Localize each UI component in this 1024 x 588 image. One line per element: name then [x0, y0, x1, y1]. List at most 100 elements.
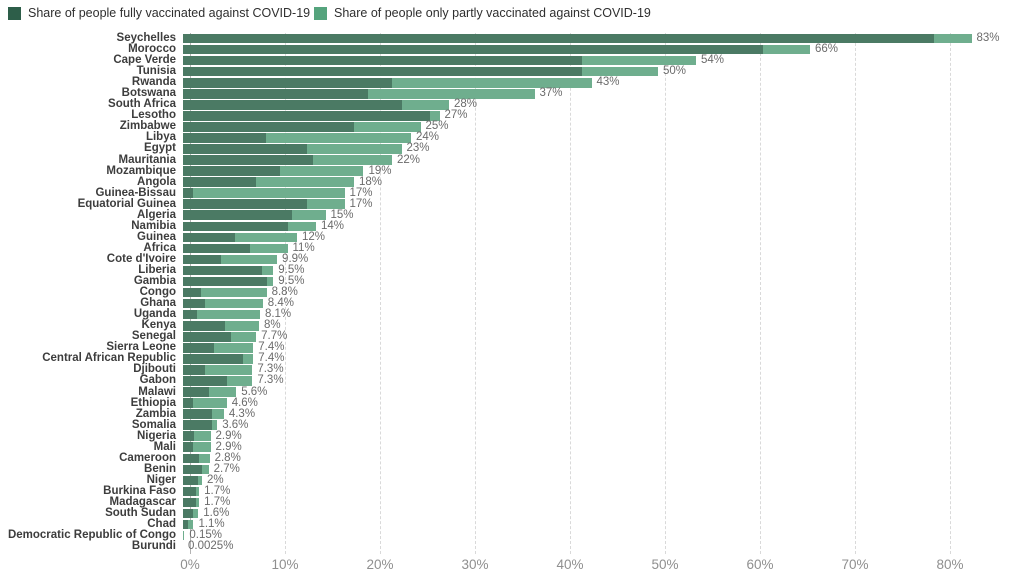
bar-segment-partly-vaccinated[interactable]: [187, 519, 194, 530]
bar-segment-partly-vaccinated[interactable]: [196, 486, 200, 497]
bar-segment-partly-vaccinated[interactable]: [208, 387, 237, 397]
bar-segment-fully-vaccinated[interactable]: [183, 111, 430, 121]
bar-segment-partly-vaccinated[interactable]: [198, 475, 202, 486]
bar-segment-fully-vaccinated[interactable]: [183, 66, 582, 77]
bar-segment-fully-vaccinated[interactable]: [183, 464, 202, 475]
bar-segment-partly-vaccinated[interactable]: [266, 276, 274, 287]
bar-segment-partly-vaccinated[interactable]: [582, 55, 696, 66]
legend-item-fully-vaccinated[interactable]: Share of people fully vaccinated against…: [8, 6, 310, 20]
bar-segment-fully-vaccinated[interactable]: [183, 442, 193, 453]
legend-item-partly-vaccinated[interactable]: Share of people only partly vaccinated a…: [314, 6, 651, 20]
bar-segment-fully-vaccinated[interactable]: [183, 210, 293, 221]
bar-segment-partly-vaccinated[interactable]: [192, 398, 227, 408]
bar-segment-fully-vaccinated[interactable]: [183, 243, 250, 254]
bar-segment-partly-vaccinated[interactable]: [202, 464, 209, 475]
bar-segment-partly-vaccinated[interactable]: [242, 354, 254, 364]
bar-segment-partly-vaccinated[interactable]: [279, 166, 364, 176]
bar-segment-partly-vaccinated[interactable]: [235, 232, 297, 243]
bar-segment-fully-vaccinated[interactable]: [183, 287, 202, 298]
bar-segment-fully-vaccinated[interactable]: [183, 265, 262, 276]
bar-segment-partly-vaccinated[interactable]: [183, 530, 185, 541]
bar-segment-partly-vaccinated[interactable]: [401, 100, 449, 110]
bar-segment-partly-vaccinated[interactable]: [287, 221, 316, 232]
total-value-label: 8.1%: [264, 308, 292, 321]
bar-segment-fully-vaccinated[interactable]: [183, 309, 198, 320]
bar-segment-fully-vaccinated[interactable]: [183, 44, 763, 55]
bar-segment-fully-vaccinated[interactable]: [183, 320, 225, 331]
bar-segment-partly-vaccinated[interactable]: [226, 376, 253, 386]
stacked-bar: 9.9%: [183, 253, 308, 265]
bar-segment-partly-vaccinated[interactable]: [313, 155, 392, 165]
bar-segment-partly-vaccinated[interactable]: [204, 298, 263, 309]
bar-segment-partly-vaccinated[interactable]: [197, 309, 260, 320]
bar-segment-fully-vaccinated[interactable]: [183, 486, 197, 497]
bar-segment-partly-vaccinated[interactable]: [354, 122, 421, 132]
bar-segment-fully-vaccinated[interactable]: [183, 276, 267, 287]
bar-segment-partly-vaccinated[interactable]: [199, 453, 210, 464]
bar-segment-partly-vaccinated[interactable]: [192, 442, 211, 453]
bar-segment-fully-vaccinated[interactable]: [183, 497, 197, 508]
bar-segment-partly-vaccinated[interactable]: [230, 331, 257, 342]
bar-segment-fully-vaccinated[interactable]: [183, 365, 205, 375]
bar-segment-partly-vaccinated[interactable]: [196, 497, 200, 508]
bar-segment-partly-vaccinated[interactable]: [306, 199, 345, 210]
bar-segment-partly-vaccinated[interactable]: [224, 320, 259, 331]
bar-segment-partly-vaccinated[interactable]: [582, 66, 658, 77]
bar-segment-fully-vaccinated[interactable]: [183, 475, 199, 486]
bar-segment-fully-vaccinated[interactable]: [183, 177, 257, 187]
bar-segment-fully-vaccinated[interactable]: [183, 387, 209, 397]
bar-segment-fully-vaccinated[interactable]: [183, 409, 212, 419]
bar-segment-fully-vaccinated[interactable]: [183, 431, 195, 441]
bar-segment-fully-vaccinated[interactable]: [183, 122, 354, 132]
bar-segment-partly-vaccinated[interactable]: [221, 254, 278, 265]
total-value-label: 37%: [539, 87, 563, 100]
bar-segment-fully-vaccinated[interactable]: [183, 199, 307, 210]
bar-segment-partly-vaccinated[interactable]: [193, 508, 199, 519]
bar-segment-fully-vaccinated[interactable]: [183, 88, 369, 99]
bar-segment-fully-vaccinated[interactable]: [183, 376, 227, 386]
bar-segment-partly-vaccinated[interactable]: [292, 210, 326, 221]
bar-segment-fully-vaccinated[interactable]: [183, 33, 934, 44]
bar-segment-fully-vaccinated[interactable]: [183, 519, 188, 530]
bar-segment-fully-vaccinated[interactable]: [183, 398, 193, 408]
bar-segment-partly-vaccinated[interactable]: [204, 365, 253, 375]
bar-segment-partly-vaccinated[interactable]: [933, 33, 972, 44]
bar-row: Gabon 7.3%: [0, 375, 1024, 387]
bar-segment-partly-vaccinated[interactable]: [192, 188, 345, 198]
total-value-label: 1.1%: [198, 518, 225, 531]
bar-segment-partly-vaccinated[interactable]: [392, 77, 592, 88]
bar-segment-fully-vaccinated[interactable]: [183, 453, 200, 464]
bar-segment-fully-vaccinated[interactable]: [183, 331, 231, 342]
bar-segment-fully-vaccinated[interactable]: [183, 188, 193, 198]
bar-segment-fully-vaccinated[interactable]: [183, 133, 266, 143]
bar-segment-fully-vaccinated[interactable]: [183, 254, 221, 265]
bar-segment-fully-vaccinated[interactable]: [183, 221, 288, 232]
bar-segment-fully-vaccinated[interactable]: [183, 155, 314, 165]
bar-segment-fully-vaccinated[interactable]: [183, 508, 194, 519]
bar-segment-fully-vaccinated[interactable]: [183, 298, 205, 309]
bar-segment-partly-vaccinated[interactable]: [201, 287, 267, 298]
bar-segment-fully-vaccinated[interactable]: [183, 354, 243, 364]
bar-segment-partly-vaccinated[interactable]: [368, 88, 535, 99]
bar-segment-partly-vaccinated[interactable]: [762, 44, 810, 55]
bar-segment-partly-vaccinated[interactable]: [256, 177, 354, 187]
bar-segment-fully-vaccinated[interactable]: [183, 144, 307, 154]
bar-segment-partly-vaccinated[interactable]: [306, 144, 402, 154]
bar-segment-fully-vaccinated[interactable]: [183, 343, 215, 353]
bar-segment-partly-vaccinated[interactable]: [261, 265, 274, 276]
bar-segment-partly-vaccinated[interactable]: [214, 343, 254, 353]
bar-segment-partly-vaccinated[interactable]: [430, 111, 440, 121]
bar-segment-partly-vaccinated[interactable]: [249, 243, 288, 254]
bar-segment-partly-vaccinated[interactable]: [194, 431, 211, 441]
bar-segment-fully-vaccinated[interactable]: [183, 55, 582, 66]
bar-segment-partly-vaccinated[interactable]: [212, 420, 218, 430]
country-label: Guinea: [137, 230, 176, 243]
bar-segment-fully-vaccinated[interactable]: [183, 77, 392, 88]
bar-segment-fully-vaccinated[interactable]: [183, 100, 402, 110]
bar-segment-partly-vaccinated[interactable]: [211, 409, 224, 419]
bar-segment-fully-vaccinated[interactable]: [183, 420, 213, 430]
bar-segment-partly-vaccinated[interactable]: [265, 133, 411, 143]
stacked-bar: 23%: [183, 143, 430, 154]
bar-segment-fully-vaccinated[interactable]: [183, 232, 236, 243]
bar-segment-fully-vaccinated[interactable]: [183, 166, 280, 176]
